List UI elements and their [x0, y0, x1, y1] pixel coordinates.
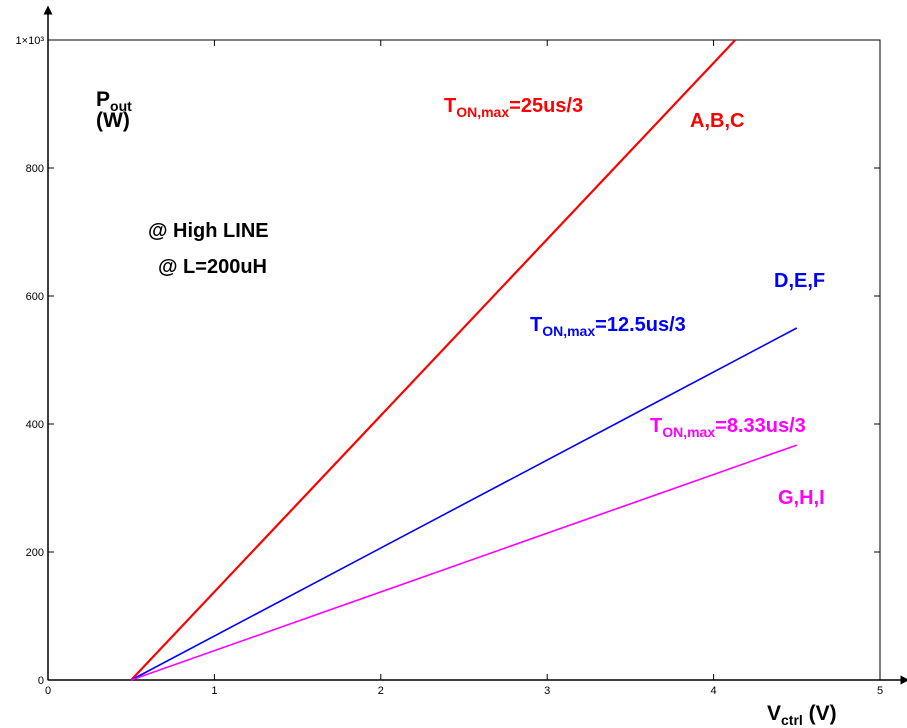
x-tick-label: 2 — [378, 685, 384, 697]
y-axis-unit: (W) — [96, 109, 130, 132]
series-label-red: TON,max=25us/3 — [444, 95, 583, 120]
x-tick-label: 0 — [45, 685, 51, 697]
y-tick-label: 1×10³ — [16, 35, 45, 47]
series-label-magenta: TON,max=8.33us/3 — [650, 415, 806, 440]
x-tick-label: 5 — [877, 685, 883, 697]
series-label-blue: TON,max=12.5us/3 — [530, 314, 686, 339]
y-tick-label: 400 — [26, 419, 44, 431]
series-line-1 — [130, 39, 737, 681]
y-tick-label: 600 — [26, 291, 44, 303]
series-group-magenta: G,H,I — [778, 487, 825, 509]
x-tick-label: 4 — [711, 685, 717, 697]
series-group-blue: D,E,F — [774, 270, 825, 292]
x-tick-label: 1 — [211, 685, 217, 697]
x-axis-label: Vctrl (V) — [767, 702, 837, 728]
series-line-3 — [130, 444, 798, 681]
plot-frame — [47, 39, 881, 681]
x-tick-label: 3 — [544, 685, 550, 697]
y-tick-label: 200 — [26, 547, 44, 559]
y-axis-label: Pout — [96, 88, 132, 114]
y-tick-label: 800 — [26, 163, 44, 175]
series-group-red: A,B,C — [690, 110, 744, 132]
note-inductance: @ L=200uH — [158, 256, 267, 278]
series-line-2 — [130, 327, 798, 681]
note-high-line: @ High LINE — [148, 220, 269, 242]
y-tick-label: 0 — [38, 675, 44, 687]
